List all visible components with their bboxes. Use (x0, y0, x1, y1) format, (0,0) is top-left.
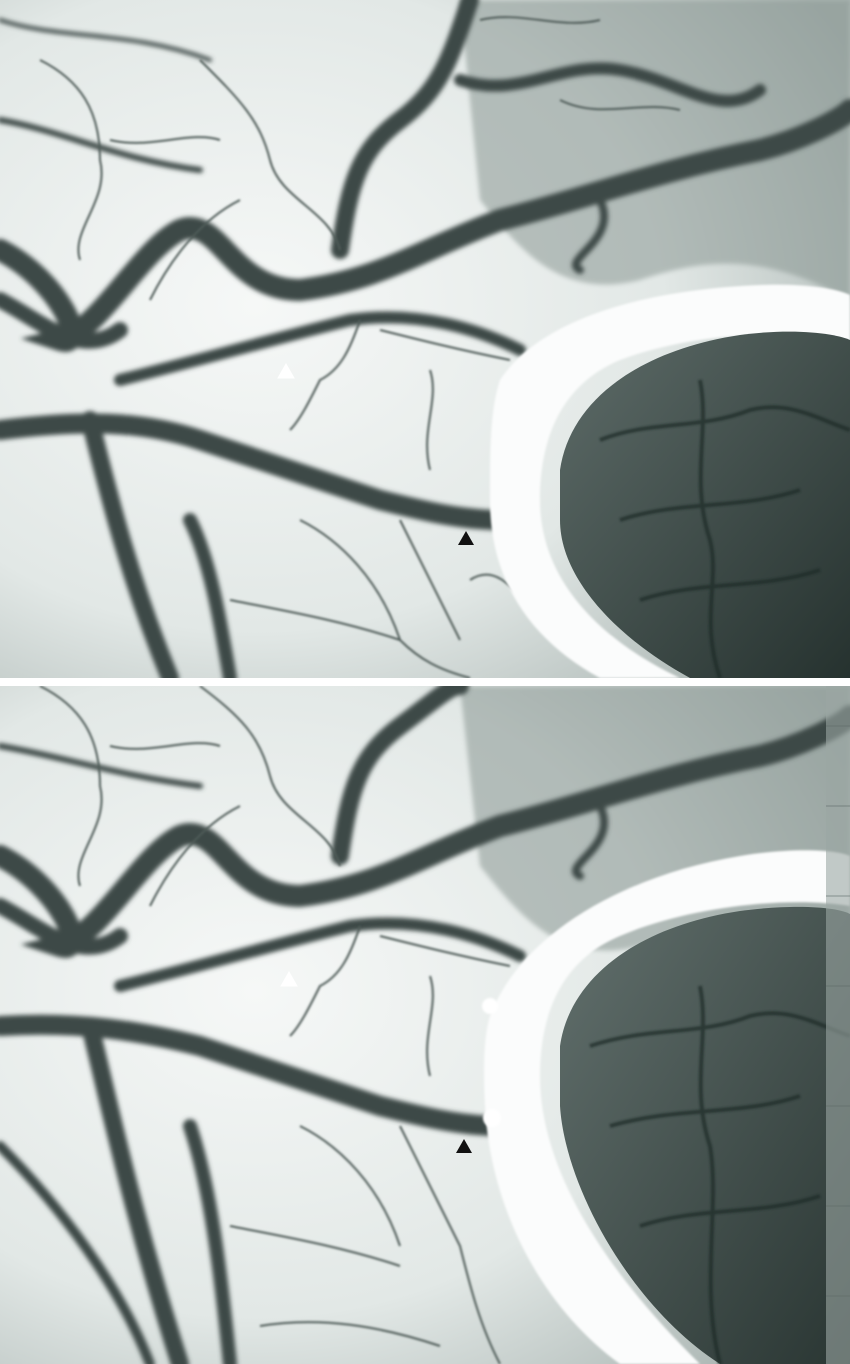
black-arrowhead-marker (456, 1139, 472, 1153)
top-image-panel (0, 0, 850, 678)
small-capillaries (39, 686, 511, 1364)
bottom-vessel-image (0, 686, 850, 1364)
large-vessels (0, 0, 850, 678)
top-vessel-image (0, 0, 850, 678)
rim-highlight (484, 850, 850, 1364)
rim-highlight (490, 284, 850, 678)
black-arrowhead-marker (458, 531, 474, 545)
white-arrowhead-marker (280, 970, 298, 987)
white-arrowhead-marker (277, 362, 295, 379)
large-vessels (0, 686, 850, 1364)
bottom-image-panel (0, 686, 850, 1364)
